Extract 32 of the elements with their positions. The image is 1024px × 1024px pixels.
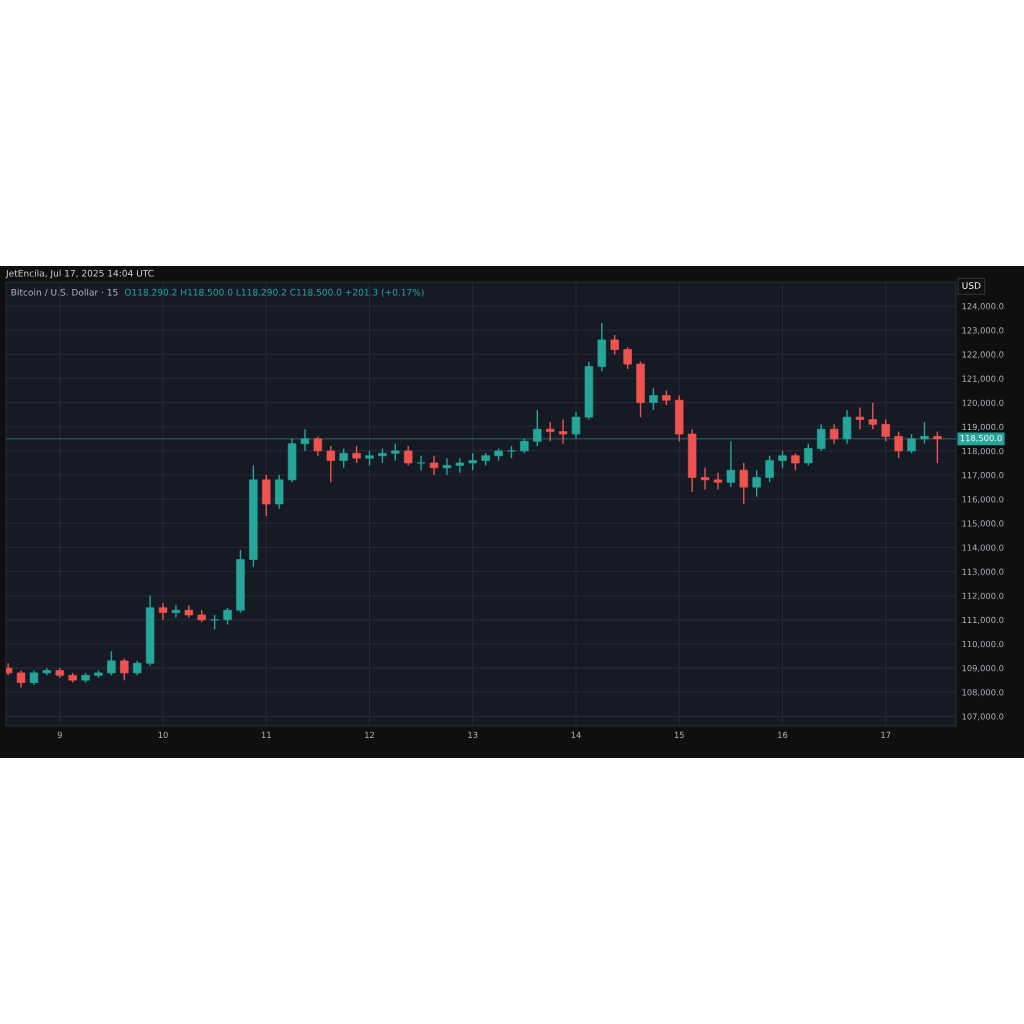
y-tick-label: 124,000.0 [962, 303, 1004, 311]
y-tick-label: 118,000.0 [962, 447, 1004, 456]
text: O118,290.2 H118,500.0 L118,290.2 C118,500.0 +201.3 (+0.17%) [124, 288, 424, 297]
y-tick-label: 113,000.0 [962, 568, 1004, 576]
ref-line-label: 118,500.0 [960, 434, 1002, 443]
y-tick-label: 122,000.0 [962, 351, 1004, 359]
text: JetEncila, Jul 17, 2025 14:04 UTC [5, 269, 154, 279]
y-tick-label: 121,000.0 [962, 375, 1004, 383]
y-tick-label: 109,000.0 [962, 665, 1004, 673]
x-tick-label: 14 [571, 731, 581, 738]
x-tick-label: 16 [778, 731, 788, 739]
x-tick-label: 15 [674, 731, 684, 739]
y-tick-label: 111,000.0 [962, 616, 1004, 624]
y-axis-title: USD [962, 282, 981, 289]
text: Bitcoin / U.S. Dollar · 15 [11, 288, 118, 297]
y-tick-label: 119,000.0 [962, 423, 1004, 431]
x-tick-label: 12 [365, 731, 374, 738]
x-tick-label: 11 [261, 731, 271, 738]
y-tick-label: 115,000.0 [962, 520, 1004, 528]
y-tick-label: 120,000.0 [962, 399, 1004, 407]
x-tick-label: 17 [881, 731, 891, 738]
y-tick-label: 107,000.0 [962, 713, 1004, 721]
x-tick-label: 9 [57, 731, 62, 739]
y-tick-label: 117,000.0 [962, 472, 1004, 480]
y-tick-label: 112,000.0 [962, 592, 1004, 600]
x-tick-label: 10 [158, 731, 168, 739]
y-tick-label: 108,000.0 [962, 689, 1004, 697]
x-tick-label: 13 [468, 731, 478, 739]
y-tick-label: 114,000.0 [962, 544, 1004, 552]
y-tick-label: 123,000.0 [962, 327, 1004, 335]
y-tick-label: 116,000.0 [962, 496, 1004, 504]
y-tick-label: 110,000.0 [962, 640, 1004, 649]
